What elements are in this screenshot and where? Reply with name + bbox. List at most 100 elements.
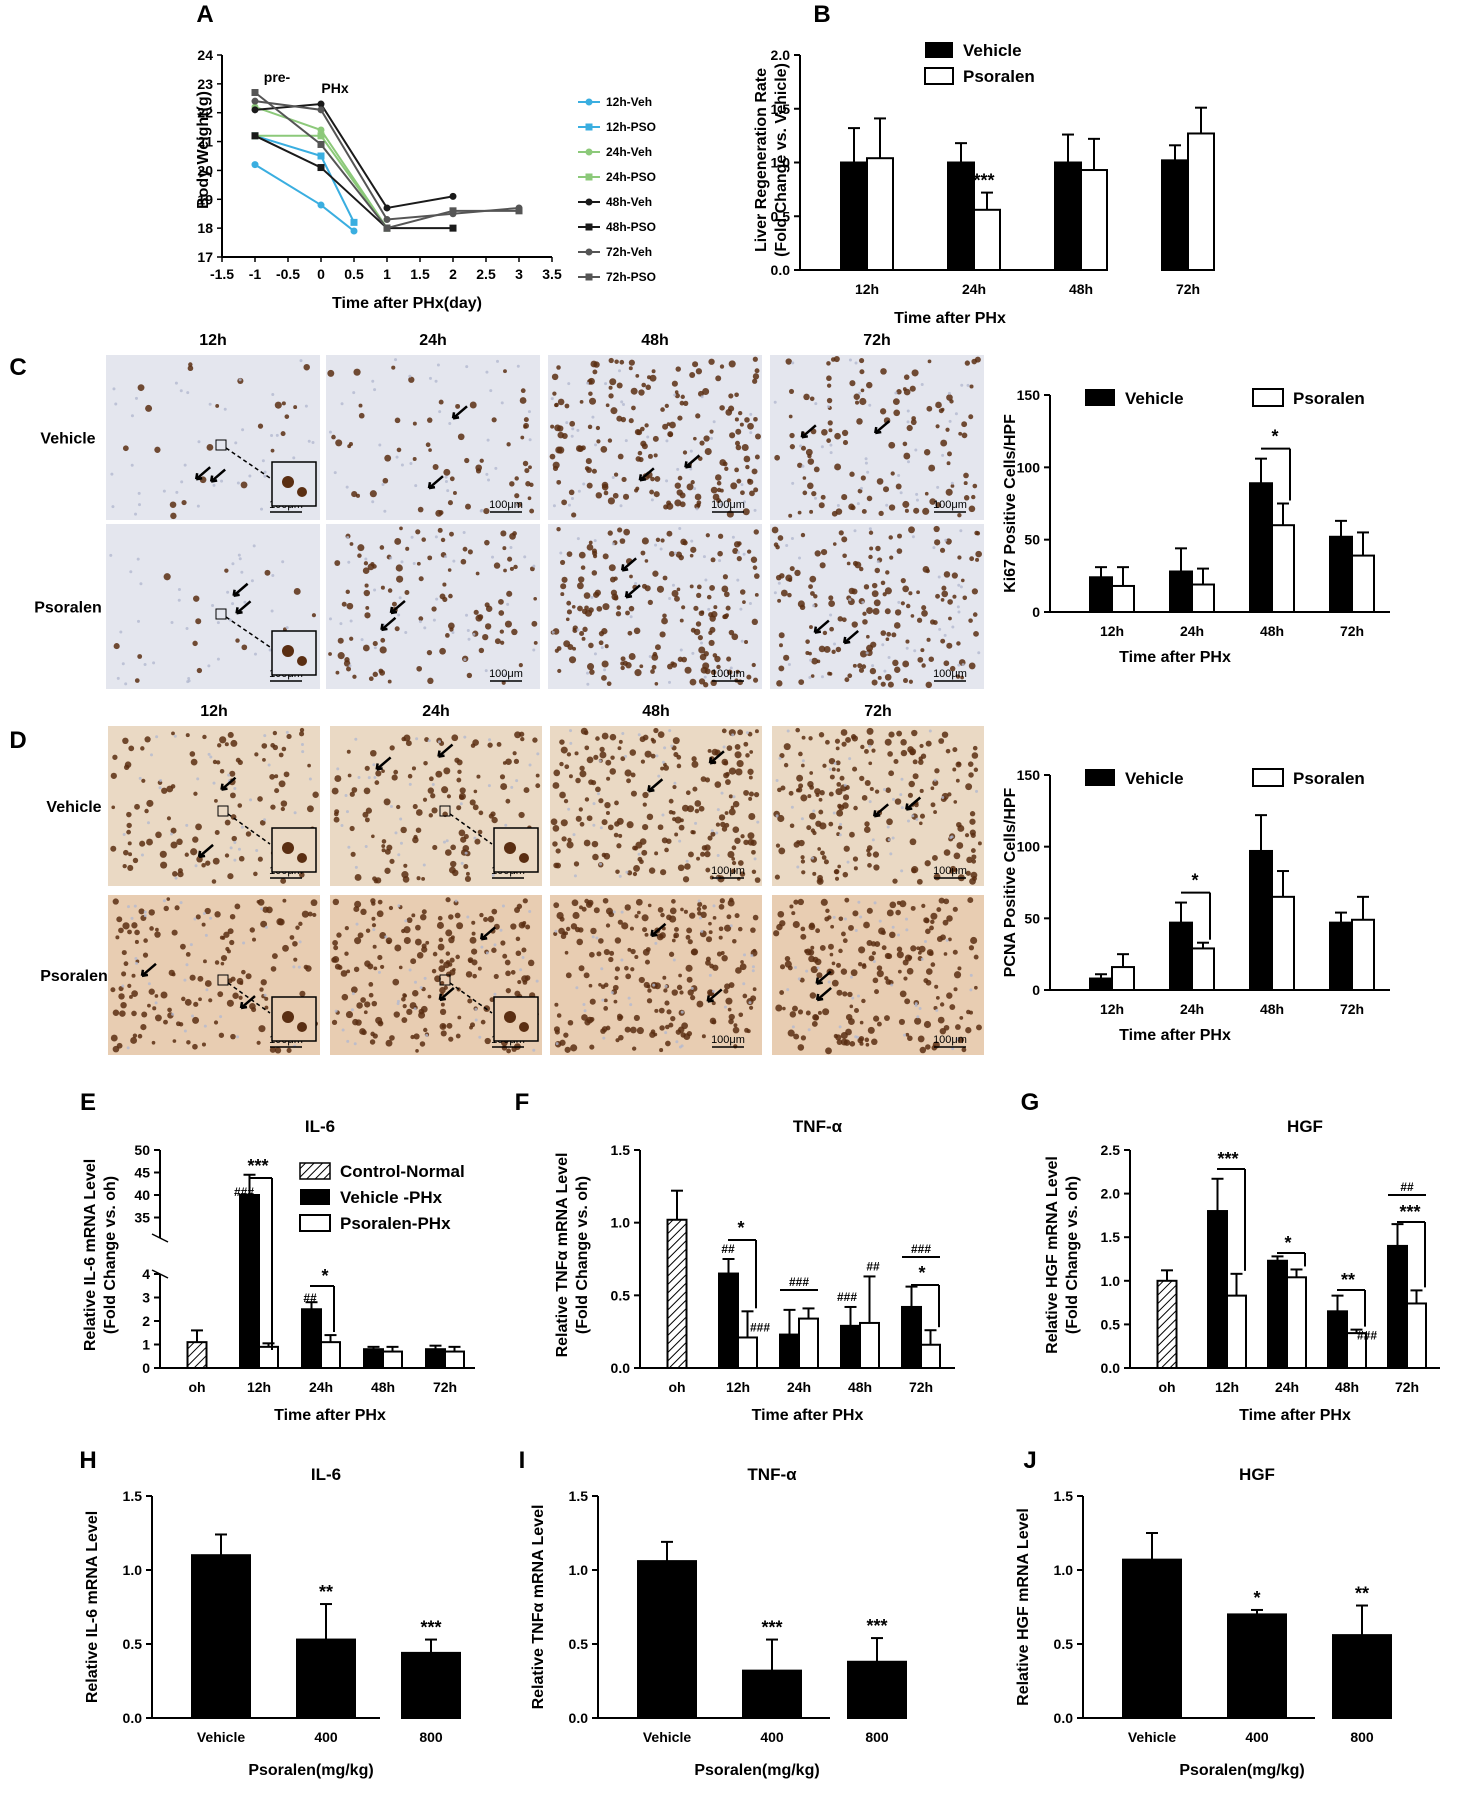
panel-label-e: E xyxy=(80,1089,96,1116)
stained-nucleus xyxy=(969,384,974,389)
stained-nucleus xyxy=(740,490,745,496)
stained-nucleus xyxy=(589,397,597,405)
stained-nucleus xyxy=(641,583,648,589)
stained-nucleus xyxy=(753,791,760,798)
hepatocyte-nucleus xyxy=(203,1024,207,1028)
stained-nucleus xyxy=(943,660,950,667)
stained-nucleus xyxy=(364,583,369,588)
stained-nucleus xyxy=(134,929,140,936)
hepatocyte-nucleus xyxy=(838,1025,842,1029)
hepatocyte-nucleus xyxy=(575,986,579,990)
stained-nucleus xyxy=(864,1037,870,1043)
hepatocyte-nucleus xyxy=(843,783,847,787)
stained-nucleus xyxy=(356,1002,363,1009)
hepatocyte-nucleus xyxy=(395,455,399,459)
legend-label: 12h-PSO xyxy=(606,120,656,134)
x-axis-label: Psoralen(mg/kg) xyxy=(248,1762,373,1779)
stained-nucleus xyxy=(690,830,695,835)
stained-nucleus xyxy=(609,950,615,956)
stained-nucleus xyxy=(695,368,703,375)
stained-nucleus xyxy=(137,654,143,659)
hepatocyte-nucleus xyxy=(110,472,114,476)
hepatocyte-nucleus xyxy=(227,773,231,777)
stained-nucleus xyxy=(822,763,827,768)
stained-nucleus xyxy=(428,448,432,452)
stained-nucleus xyxy=(193,595,200,602)
hepatocyte-nucleus xyxy=(938,627,942,631)
hepatocyte-nucleus xyxy=(292,456,296,460)
stained-nucleus xyxy=(834,463,842,471)
stained-nucleus xyxy=(846,561,851,566)
stained-nucleus xyxy=(957,555,962,560)
hepatocyte-nucleus xyxy=(672,958,676,962)
bar xyxy=(1327,1310,1348,1369)
hepatocyte-nucleus xyxy=(620,400,624,404)
stained-nucleus xyxy=(661,617,668,625)
y-tick-label: 0.5 xyxy=(771,208,791,224)
stained-nucleus xyxy=(849,380,856,387)
hepatocyte-nucleus xyxy=(183,1029,187,1033)
stained-nucleus xyxy=(928,951,934,956)
data-point xyxy=(449,207,457,215)
hepatocyte-nucleus xyxy=(906,420,910,424)
hepatocyte-nucleus xyxy=(807,1028,811,1032)
hepatocyte-nucleus xyxy=(383,509,387,513)
stained-nucleus xyxy=(752,373,760,380)
stained-nucleus xyxy=(418,616,424,622)
hepatocyte-nucleus xyxy=(446,489,450,493)
x-tick-label: 1.5 xyxy=(410,266,430,282)
stained-nucleus xyxy=(719,364,725,369)
stained-nucleus xyxy=(478,647,485,654)
stained-nucleus xyxy=(774,454,780,461)
stained-nucleus xyxy=(842,794,850,801)
y-axis-label: Relative HGF mRNA Level xyxy=(1015,1508,1032,1706)
stained-nucleus xyxy=(676,489,683,496)
stained-nucleus xyxy=(363,589,371,597)
hepatocyte-nucleus xyxy=(485,472,489,476)
hepatocyte-nucleus xyxy=(467,637,471,641)
stained-nucleus xyxy=(946,461,951,466)
hepatocyte-nucleus xyxy=(234,441,238,445)
stained-nucleus xyxy=(445,929,453,937)
stained-nucleus xyxy=(418,1011,426,1019)
stained-nucleus xyxy=(707,748,712,753)
stained-nucleus xyxy=(711,1001,716,1006)
stained-nucleus xyxy=(241,644,248,651)
stained-nucleus xyxy=(579,770,587,778)
stained-nucleus xyxy=(270,448,275,453)
hepatocyte-nucleus xyxy=(510,785,514,789)
stained-nucleus xyxy=(798,839,805,847)
stained-nucleus xyxy=(379,932,387,939)
stained-nucleus xyxy=(364,612,371,619)
y-axis-label: Ki67 Positive Cells/HPF xyxy=(1002,414,1019,593)
hepatocyte-nucleus xyxy=(620,910,624,914)
inset-source-box xyxy=(215,439,227,451)
hepatocyte-nucleus xyxy=(111,505,115,509)
stained-nucleus xyxy=(517,979,522,985)
stained-nucleus xyxy=(110,987,116,993)
stained-nucleus xyxy=(347,773,352,778)
stained-nucleus xyxy=(602,553,609,560)
stained-nucleus xyxy=(381,769,385,774)
y-tick-label: 0.5 xyxy=(569,1636,589,1652)
legend-swatch-control xyxy=(299,1162,331,1180)
hepatocyte-nucleus xyxy=(756,820,760,824)
stained-nucleus xyxy=(439,647,446,655)
bar xyxy=(1351,554,1375,614)
stained-nucleus xyxy=(452,869,459,877)
stained-nucleus xyxy=(917,1035,925,1043)
stained-nucleus xyxy=(494,638,501,645)
legend-swatch-psoralen xyxy=(1252,388,1284,407)
stained-nucleus xyxy=(847,673,853,679)
stained-nucleus xyxy=(706,594,712,600)
stained-nucleus xyxy=(119,1010,126,1017)
hepatocyte-nucleus xyxy=(139,582,143,586)
micrograph-time-label: 48h xyxy=(642,703,670,720)
hepatocyte-nucleus xyxy=(536,752,540,756)
stained-nucleus xyxy=(665,1024,670,1030)
arrow-icon xyxy=(800,424,817,439)
stained-nucleus xyxy=(624,769,632,777)
stained-nucleus xyxy=(872,977,879,984)
